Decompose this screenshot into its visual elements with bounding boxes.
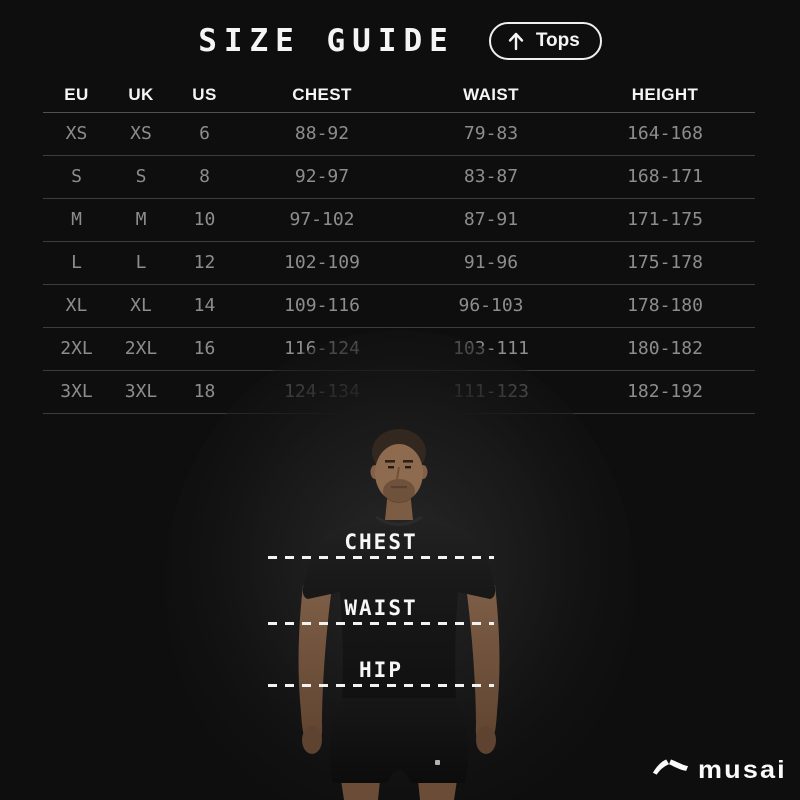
table-cell: 91-96: [407, 241, 575, 285]
table-cell: 88-92: [237, 112, 407, 156]
table-row: XS XS 6 88-92 79-83 164-168: [43, 112, 755, 156]
table-cell: 12: [172, 241, 237, 285]
measurement-label: CHEST: [344, 530, 418, 554]
table-cell: 92-97: [237, 155, 407, 199]
table-cell: 87-91: [407, 198, 575, 242]
table-cell: 175-178: [575, 241, 755, 285]
table-cell: 102-109: [237, 241, 407, 285]
measurement-hip: HIP: [268, 658, 494, 687]
table-cell: 6: [172, 112, 237, 156]
column-header-height: HEIGHT: [575, 78, 755, 113]
table-cell: 14: [172, 284, 237, 328]
table-row: S S 8 92-97 83-87 168-171: [43, 155, 755, 199]
table-cell: 18: [172, 370, 237, 414]
measurement-waist: WAIST: [268, 596, 494, 625]
model-shorts: [329, 696, 469, 783]
table-cell: 171-175: [575, 198, 755, 242]
column-header-eu: EU: [43, 78, 110, 113]
table-cell: L: [110, 241, 172, 285]
table-cell: XS: [43, 112, 110, 156]
table-cell: XS: [110, 112, 172, 156]
measurement-label: WAIST: [344, 596, 418, 620]
table-cell: 2XL: [43, 327, 110, 371]
shorts-logo: [435, 760, 440, 765]
page-title: SIZE GUIDE: [198, 23, 455, 59]
measurement-chest: CHEST: [268, 530, 494, 559]
table-cell: L: [43, 241, 110, 285]
table-cell: M: [110, 198, 172, 242]
table-cell: 178-180: [575, 284, 755, 328]
model-arms: [298, 585, 500, 754]
table-cell: 3XL: [110, 370, 172, 414]
table-cell: 96-103: [407, 284, 575, 328]
table-cell: XL: [110, 284, 172, 328]
column-header-us: US: [172, 78, 237, 113]
brand-name: musai: [697, 756, 787, 784]
table-cell: XL: [43, 284, 110, 328]
table-cell: 10: [172, 198, 237, 242]
category-pill-label: Tops: [535, 30, 580, 51]
table-row: XL XL 14 109-116 96-103 178-180: [43, 284, 755, 328]
column-header-chest: CHEST: [237, 78, 407, 113]
table-row: M M 10 97-102 87-91 171-175: [43, 198, 755, 242]
measurement-dashed-line: [268, 556, 494, 559]
brand-logo: musai: [651, 756, 784, 785]
table-cell: 8: [172, 155, 237, 199]
table-cell: 164-168: [575, 112, 755, 156]
table-cell: 3XL: [43, 370, 110, 414]
model-legs: [341, 780, 457, 800]
table-cell: 79-83: [407, 112, 575, 156]
table-cell: S: [43, 155, 110, 199]
table-cell: 182-192: [575, 370, 755, 414]
table-cell: S: [110, 155, 172, 199]
measurement-dashed-line: [268, 684, 494, 687]
table-cell: 83-87: [407, 155, 575, 199]
table-cell: 180-182: [575, 327, 755, 371]
model-head: [370, 429, 428, 520]
musai-logo-icon: [651, 757, 689, 784]
model-tshirt: [302, 515, 496, 698]
table-cell: 97-102: [237, 198, 407, 242]
header: SIZE GUIDE Tops: [0, 22, 800, 60]
measurement-label: HIP: [359, 658, 403, 682]
table-cell: 168-171: [575, 155, 755, 199]
table-cell: M: [43, 198, 110, 242]
table-header-row: EU UK US CHEST WAIST HEIGHT: [43, 78, 755, 113]
column-header-waist: WAIST: [407, 78, 575, 113]
arrow-up-icon: [506, 30, 526, 52]
table-cell: 109-116: [237, 284, 407, 328]
table-cell: 16: [172, 327, 237, 371]
category-pill-tops[interactable]: Tops: [488, 22, 602, 60]
column-header-uk: UK: [110, 78, 172, 113]
measurement-dashed-line: [268, 622, 494, 625]
table-cell: 2XL: [110, 327, 172, 371]
table-row: L L 12 102-109 91-96 175-178: [43, 241, 755, 285]
